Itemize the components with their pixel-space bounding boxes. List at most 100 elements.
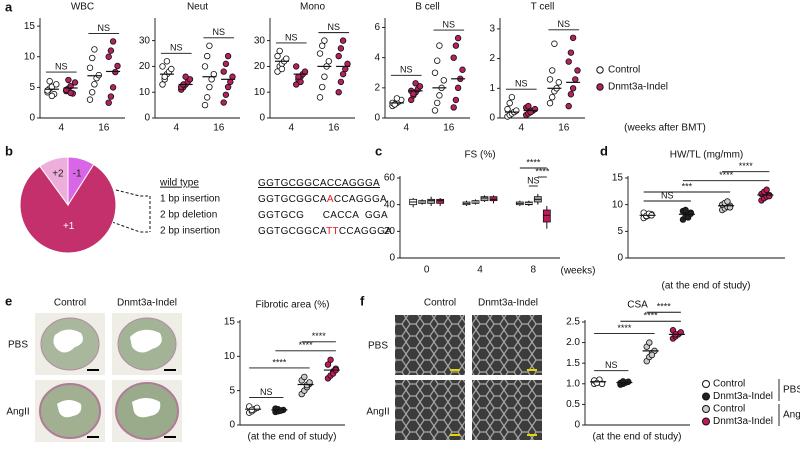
y-tick-label: 0 (259, 113, 265, 124)
data-point (339, 70, 347, 78)
legend-group-label: AngII (783, 410, 800, 421)
data-point (301, 68, 309, 75)
chart-title: FS (%) (464, 150, 495, 161)
significance-label: NS (97, 23, 110, 33)
legend-marker (596, 66, 604, 74)
chart-title: WBC (71, 2, 94, 13)
data-point (327, 356, 334, 363)
data-point (91, 46, 98, 53)
data-point (301, 373, 308, 381)
panel-letter: b (5, 143, 13, 158)
legend-label: Control (608, 65, 640, 76)
x-tick-label: 8 (531, 265, 537, 276)
data-point (46, 78, 53, 85)
data-point (220, 68, 227, 75)
y-tick-label: 4 (374, 52, 380, 63)
panel-letter: a (5, 0, 13, 14)
y-tick-label: 2 (374, 82, 380, 93)
significance-label: NS (605, 360, 618, 370)
x-axis-label: (at the end of study) (593, 432, 682, 443)
y-tick-label: 0 (574, 420, 580, 431)
data-point (274, 52, 281, 60)
y-tick-label: 0 (29, 113, 35, 124)
x-tick-label: 4 (403, 123, 409, 134)
data-point (452, 96, 460, 104)
y-tick-label: 10 (24, 51, 36, 62)
image-row-label: AngII (6, 407, 29, 418)
data-point (321, 73, 328, 80)
data-point (283, 55, 290, 62)
sequence-label: wild type (159, 178, 199, 189)
data-point (201, 101, 209, 109)
significance-label: **** (657, 302, 672, 312)
sequence-part: TT (326, 226, 339, 237)
data-point (109, 38, 117, 45)
image-column-label: Control (424, 298, 456, 309)
data-point (393, 95, 401, 102)
panel-letter: f (360, 293, 365, 308)
significance-label: NS (400, 65, 413, 75)
data-point (105, 99, 112, 106)
chart-title: B cell (415, 2, 439, 13)
x-tick-label: 0 (424, 265, 430, 276)
data-point (316, 50, 324, 57)
data-point (569, 34, 577, 42)
data-point (114, 62, 121, 70)
sequence-label: 2 bp deletion (160, 210, 217, 221)
data-point (549, 67, 556, 74)
data-point (53, 81, 60, 88)
data-point (410, 90, 417, 98)
data-point (222, 60, 230, 68)
data-point (450, 104, 457, 111)
sequence: GGTGCGGCACCAGGGA (258, 178, 380, 189)
data-point (206, 42, 213, 49)
data-point (325, 58, 332, 65)
data-point (109, 84, 117, 91)
box (489, 196, 498, 202)
y-tick-label: 0 (389, 253, 395, 264)
data-point (182, 73, 189, 80)
significance-label: **** (272, 357, 287, 367)
data-point (555, 79, 562, 86)
sequence-part: GGTGCGGCA (258, 194, 327, 205)
legend-marker (702, 417, 710, 426)
y-tick-label: 20 (254, 61, 266, 72)
box (436, 198, 445, 204)
data-point (546, 99, 554, 107)
panel-letter: e (5, 293, 12, 308)
x-axis-label: (at the end of study) (248, 432, 337, 443)
y-tick-label: 15 (24, 21, 36, 32)
x-tick-label: 16 (558, 123, 570, 134)
y-tick-label: 6 (374, 22, 380, 33)
significance-label: NS (515, 79, 528, 89)
data-point (229, 73, 236, 80)
x-tick-label: 4 (288, 123, 294, 134)
data-point (593, 379, 601, 387)
data-point (224, 83, 232, 91)
x-tick-label: 16 (443, 123, 455, 134)
data-point (95, 71, 102, 79)
pie-label: +1 (63, 221, 75, 232)
data-point (434, 99, 441, 107)
data-point (65, 76, 72, 84)
data-point (452, 42, 460, 49)
y-tick-label: 30 (254, 35, 266, 46)
y-tick-label: 2 (489, 53, 495, 64)
sequence-part: GGTGCGGCA (258, 226, 327, 237)
legend-label: Dnmt3a-Indel (713, 416, 773, 427)
panel-letter: d (600, 143, 608, 158)
data-point (506, 99, 513, 107)
significance-label: **** (617, 323, 632, 333)
significance-label: NS (442, 19, 455, 29)
data-point (619, 378, 627, 385)
significance-label: NS (212, 27, 225, 37)
data-point (682, 206, 689, 214)
data-point (163, 58, 171, 65)
data-point (724, 198, 731, 205)
data-point (339, 37, 347, 44)
legend-marker (702, 392, 710, 401)
sequence-label: 1 bp insertion (160, 194, 220, 205)
data-point (625, 378, 632, 385)
image-row-label: PBS (368, 341, 388, 352)
